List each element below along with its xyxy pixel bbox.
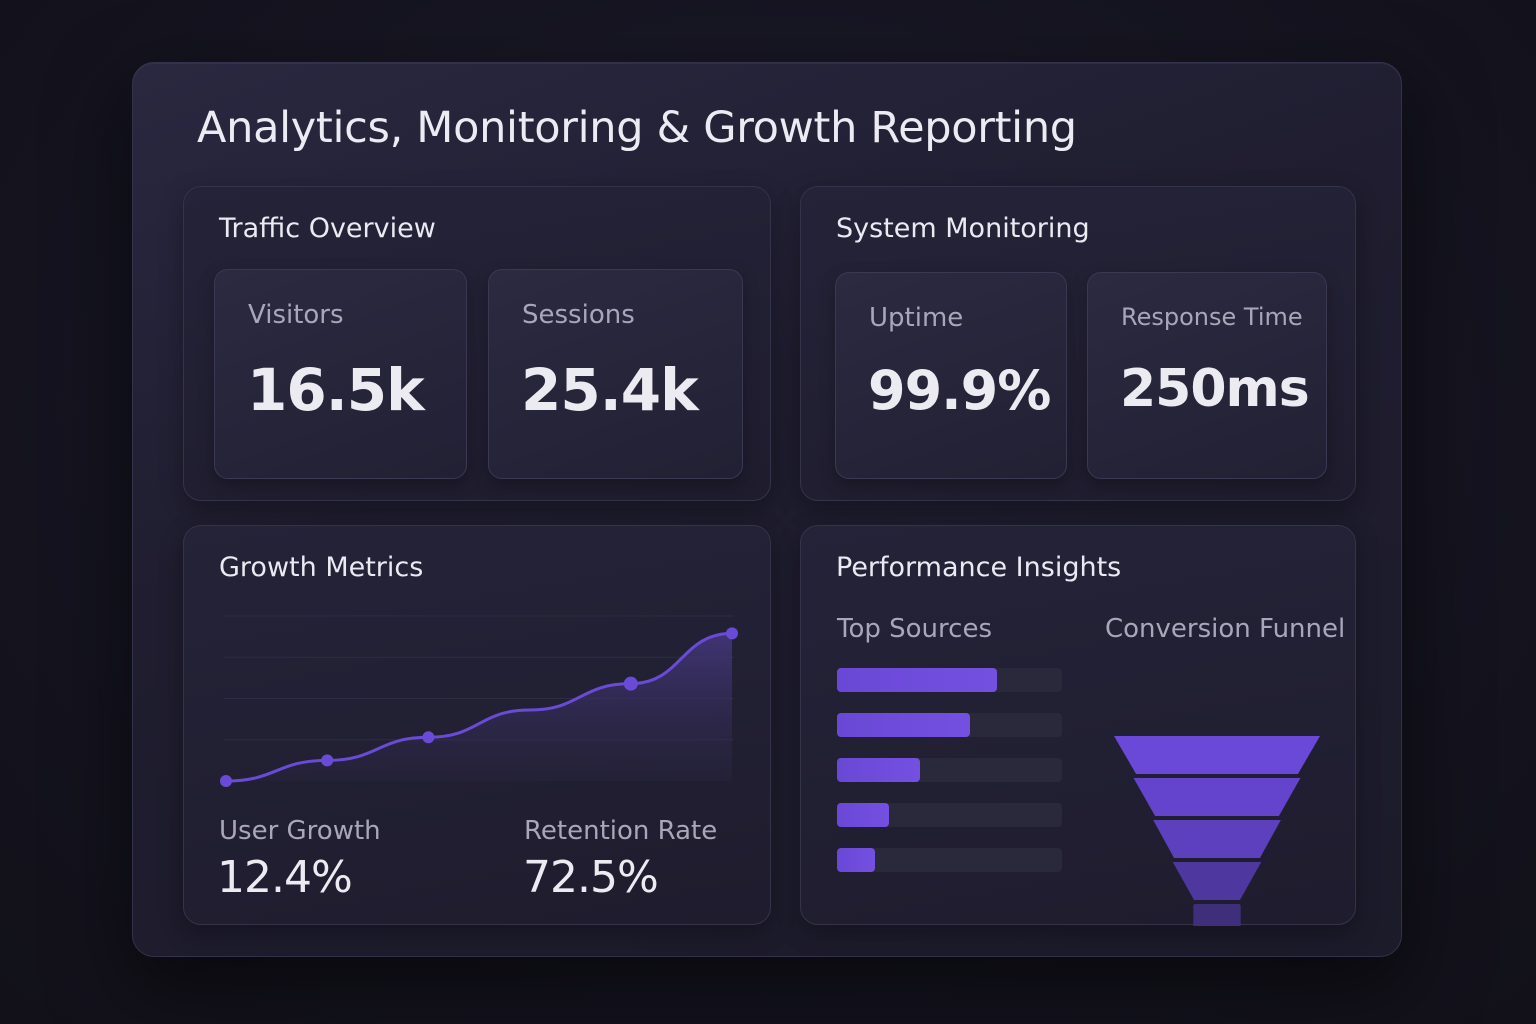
visitors-card[interactable]: Visitors 16.5k [214,269,467,479]
growth-series-line [225,631,733,783]
uptime-card[interactable]: Uptime 99.9% [835,272,1067,479]
source-bar [837,713,970,737]
uptime-value: 99.9% [868,359,1051,422]
source-bar [837,668,997,692]
retention-rate-label: Retention Rate [524,816,718,846]
response-time-card[interactable]: Response Time 250ms [1087,272,1327,479]
funnel-stage[interactable] [1114,736,1320,774]
growth-area-fill [226,633,732,781]
source-bar [837,758,921,782]
source-bar-track[interactable] [837,668,1062,692]
funnel-stage[interactable] [1193,904,1241,926]
traffic-overview-panel: Traffic Overview Visitors 16.5k Sessions… [183,186,771,501]
response-time-label: Response Time [1121,303,1303,331]
system-monitoring-title: System Monitoring [836,213,1090,244]
growth-metrics-panel: Growth Metrics User Growth 12.4% Retenti… [183,525,771,925]
uptime-label: Uptime [869,303,964,333]
source-bar-track[interactable] [837,848,1062,872]
visitors-label: Visitors [248,300,344,330]
growth-data-point[interactable] [726,627,738,640]
performance-insights-panel: Performance Insights Top Sources Convers… [800,525,1356,926]
source-bar-track[interactable] [837,713,1062,737]
dashboard-frame: Analytics, Monitoring & Growth Reporting… [132,62,1402,957]
user-growth-label: User Growth [219,816,381,846]
conversion-funnel-label: Conversion Funnel [1105,614,1346,644]
source-bar [837,803,889,827]
page-title: Analytics, Monitoring & Growth Reporting [197,103,1077,153]
top-sources-label: Top Sources [837,614,992,644]
retention-rate-value: 72.5% [523,852,659,903]
sessions-label: Sessions [522,300,635,330]
visitors-value: 16.5k [247,356,425,424]
response-time-value: 250ms [1120,359,1310,419]
growth-data-point[interactable] [220,775,232,787]
growth-data-point[interactable] [422,731,435,744]
growth-chart [220,615,738,787]
growth-data-point[interactable] [623,676,638,691]
funnel-stage[interactable] [1133,778,1301,816]
system-monitoring-panel: System Monitoring Uptime 99.9% Response … [800,186,1356,501]
traffic-overview-title: Traffic Overview [219,213,436,244]
funnel-stage[interactable] [1172,862,1262,900]
source-bar [837,848,876,872]
user-growth-value: 12.4% [217,852,353,903]
funnel-stage[interactable] [1153,820,1281,858]
growth-data-point[interactable] [321,754,334,767]
source-bar-track[interactable] [837,803,1062,827]
performance-insights-title: Performance Insights [836,552,1122,583]
source-bar-track[interactable] [837,758,1062,782]
sessions-value: 25.4k [521,356,699,424]
sessions-card[interactable]: Sessions 25.4k [488,269,743,479]
growth-metrics-title: Growth Metrics [219,552,424,583]
